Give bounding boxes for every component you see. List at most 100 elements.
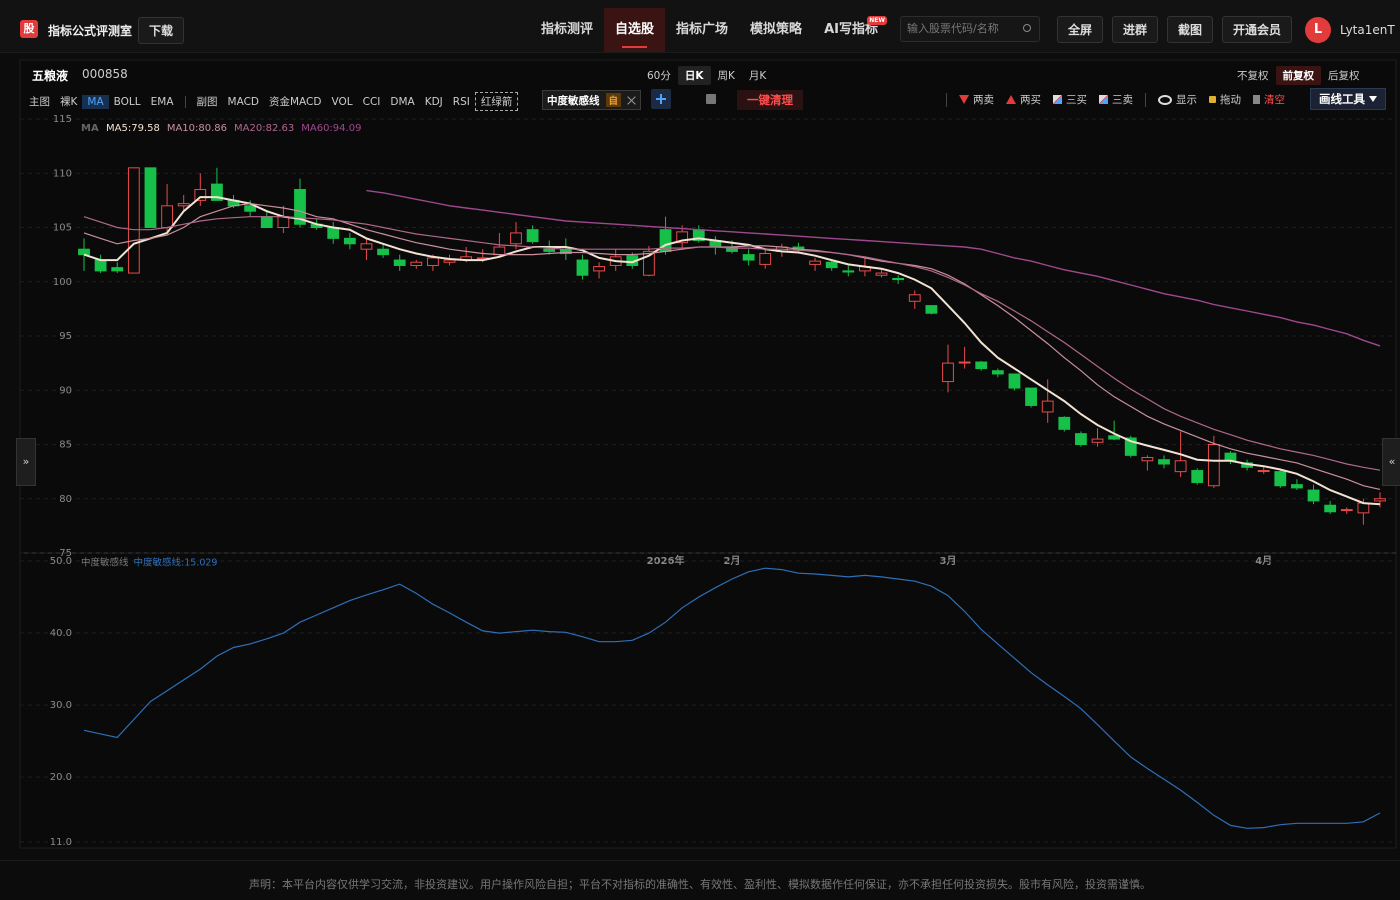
y-tick-label: 30.0 <box>50 700 72 711</box>
candle-body <box>1224 452 1237 462</box>
candle-body <box>144 167 157 228</box>
candle-body <box>1008 373 1021 389</box>
candle-body <box>94 259 107 272</box>
action-button[interactable]: 全屏 <box>1057 16 1104 43</box>
sub-tool[interactable]: MACD <box>227 95 259 108</box>
tool[interactable]: 两买 <box>1006 92 1041 107</box>
candle-body <box>925 305 938 314</box>
clean-button[interactable]: 一键清理 <box>737 90 803 110</box>
candle-body <box>676 231 689 244</box>
main-tool[interactable]: EMA <box>150 95 174 108</box>
candle-body <box>161 205 173 229</box>
action-button[interactable]: 进群 <box>1112 16 1159 43</box>
main-tool[interactable]: MA <box>82 94 109 109</box>
candle-body <box>327 227 340 239</box>
candle-body <box>1307 489 1320 502</box>
candle-body <box>942 362 954 383</box>
adjust-tab[interactable]: 前复权 <box>1275 66 1321 85</box>
candle-body <box>1141 457 1154 462</box>
sub-tool[interactable]: 资金MACD <box>269 96 322 108</box>
search-placeholder: 输入股票代码/名称 <box>907 22 999 35</box>
legend-entry: MA20:82.63 <box>234 123 294 134</box>
nav-item[interactable]: AI写指标 NEW <box>824 16 887 37</box>
adjust-tab[interactable]: 后复权 <box>1328 70 1360 82</box>
search-box[interactable]: 输入股票代码/名称 <box>900 16 1040 42</box>
nav-item[interactable]: 自选股 <box>604 8 666 52</box>
draw-tools-label: 画线工具 <box>1319 92 1365 106</box>
y-tick-label: 75 <box>59 548 72 559</box>
candle-body <box>1207 444 1220 487</box>
tool[interactable]: 两卖 <box>959 92 994 107</box>
period-tab[interactable]: 周K <box>717 70 735 82</box>
action-button[interactable]: 开通会员 <box>1222 16 1293 43</box>
x-tick-label: 2026年 <box>647 554 685 567</box>
y-tick-label: 20.0 <box>50 772 72 783</box>
indicator-tag-badge: 自 <box>605 93 622 107</box>
legend-title: MA <box>81 123 99 134</box>
nav-badge: NEW <box>867 16 887 25</box>
sub-tool[interactable]: 副图 <box>196 96 218 108</box>
add-button[interactable] <box>651 89 671 109</box>
sub-tool[interactable]: RSI <box>452 95 470 108</box>
tool-label: 清空 <box>1264 94 1285 106</box>
candle-body <box>493 246 506 256</box>
legend-entry: MA5:79.58 <box>106 123 160 134</box>
chart-panel <box>19 59 1397 849</box>
sub-tool[interactable]: DMA <box>390 95 415 108</box>
tool[interactable]: 清空 <box>1253 92 1285 107</box>
candle-body <box>377 248 389 256</box>
tool[interactable]: 三卖 <box>1099 92 1133 107</box>
separator <box>1145 92 1146 107</box>
tool[interactable]: 三买 <box>1053 92 1087 107</box>
y-tick-label: 50.0 <box>50 556 72 567</box>
avatar[interactable]: L <box>1305 17 1331 43</box>
close-icon[interactable] <box>627 96 636 105</box>
tool-label: 拖动 <box>1220 94 1241 106</box>
tool-label: 显示 <box>1176 94 1197 106</box>
save-icon[interactable] <box>706 94 716 104</box>
action-button[interactable]: 截图 <box>1167 16 1214 43</box>
y-tick-label: 105 <box>53 223 72 234</box>
candle-body <box>111 267 124 272</box>
tool-icon <box>1158 94 1172 105</box>
tool-icon <box>1253 95 1260 104</box>
separator <box>946 92 947 107</box>
series-line <box>83 567 1381 829</box>
period-tab[interactable]: 60分 <box>647 70 671 82</box>
sub-tool[interactable]: VOL <box>331 95 353 108</box>
download-button[interactable]: 下载 <box>138 17 185 44</box>
tool[interactable]: 显示 <box>1158 92 1197 107</box>
period-tab[interactable]: 日K <box>677 66 711 85</box>
nav-item[interactable]: 指标测评 <box>541 22 594 37</box>
indicator-tag[interactable]: 中度敏感线自 <box>542 90 642 110</box>
candle-body <box>643 250 655 276</box>
collapse-right[interactable]: « <box>1382 438 1400 486</box>
disclaimer: 声明：本平台内容仅供学习交流，非投资建议。用户操作风险自担；平台不对指标的准确性… <box>0 860 1400 892</box>
period-tab[interactable]: 月K <box>748 70 767 82</box>
user-name[interactable]: Lyta1enT <box>1340 23 1395 37</box>
candle-body <box>1041 400 1054 413</box>
candle-body <box>593 266 605 272</box>
candle-body <box>443 259 456 263</box>
candle-body <box>427 257 439 266</box>
nav-item[interactable]: 模拟策略 <box>750 22 803 37</box>
nav-item[interactable]: 指标广场 <box>676 22 729 37</box>
candle-body <box>1324 504 1337 513</box>
y-tick-label: 11.0 <box>50 837 72 848</box>
main-tool[interactable]: BOLL <box>113 95 141 108</box>
candle-body <box>1274 471 1287 487</box>
separator <box>184 95 186 108</box>
adjust-tab[interactable]: 不复权 <box>1237 70 1269 82</box>
tool[interactable]: 拖动 <box>1209 92 1241 107</box>
sub-tool[interactable]: 红绿箭 <box>474 92 519 111</box>
tool-icon <box>1006 95 1016 104</box>
collapse-left[interactable]: » <box>16 438 36 486</box>
period-tabs: 60分 日K 周K 月K <box>640 66 773 85</box>
sub-tool[interactable]: CCI <box>362 95 381 108</box>
main-tool[interactable]: 主图 <box>29 96 50 108</box>
sub-tool[interactable]: KDJ <box>424 95 443 108</box>
draw-tools-button[interactable]: 画线工具 <box>1310 88 1386 110</box>
stock-name: 五粮液 <box>32 69 69 83</box>
adjust-tabs: 不复权 前复权 后复权 <box>1230 66 1367 85</box>
main-tool[interactable]: 裸K <box>60 96 78 108</box>
